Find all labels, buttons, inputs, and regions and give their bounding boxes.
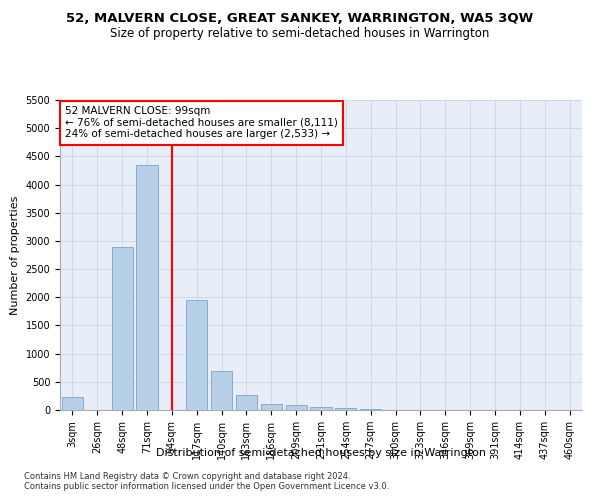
Bar	[310, 407, 332, 410]
Text: Contains public sector information licensed under the Open Government Licence v3: Contains public sector information licen…	[24, 482, 389, 491]
Bar	[186, 300, 207, 410]
Bar	[136, 165, 158, 410]
Y-axis label: Number of properties: Number of properties	[10, 196, 20, 314]
Bar	[360, 409, 381, 410]
Text: Size of property relative to semi-detached houses in Warrington: Size of property relative to semi-detach…	[110, 28, 490, 40]
Bar	[261, 404, 282, 410]
Text: 52 MALVERN CLOSE: 99sqm
← 76% of semi-detached houses are smaller (8,111)
24% of: 52 MALVERN CLOSE: 99sqm ← 76% of semi-de…	[65, 106, 338, 140]
Bar	[211, 370, 232, 410]
Text: 52, MALVERN CLOSE, GREAT SANKEY, WARRINGTON, WA5 3QW: 52, MALVERN CLOSE, GREAT SANKEY, WARRING…	[67, 12, 533, 26]
Bar	[62, 397, 83, 410]
Text: Contains HM Land Registry data © Crown copyright and database right 2024.: Contains HM Land Registry data © Crown c…	[24, 472, 350, 481]
Text: Distribution of semi-detached houses by size in Warrington: Distribution of semi-detached houses by …	[156, 448, 486, 458]
Bar	[236, 395, 257, 410]
Bar	[335, 408, 356, 410]
Bar	[112, 246, 133, 410]
Bar	[286, 406, 307, 410]
